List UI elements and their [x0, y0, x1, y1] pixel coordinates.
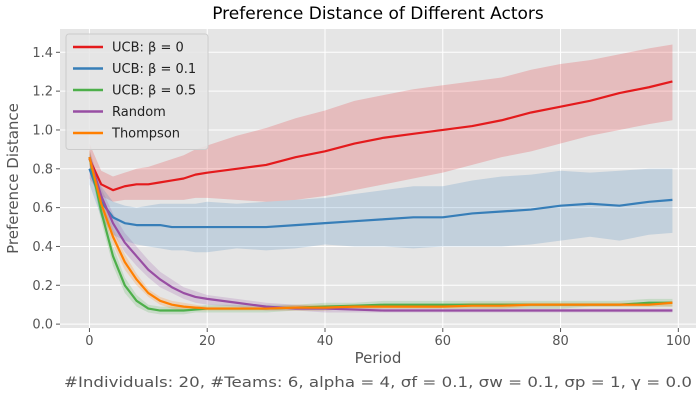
y-tick-label: 0.4 — [32, 240, 53, 255]
y-tick-label: 1.0 — [32, 123, 53, 138]
y-tick-label: 0.0 — [32, 318, 53, 333]
y-axis-label: Preference Distance — [4, 103, 22, 254]
series-line-thompson — [88, 156, 673, 310]
y-tick-label: 0.8 — [32, 162, 53, 177]
x-axis-label: Period — [355, 349, 402, 367]
x-tick-label: 40 — [317, 334, 334, 349]
band-thompson — [89, 149, 673, 311]
legend-label: UCB: β = 0.5 — [112, 84, 196, 99]
band-ucb-0 — [89, 44, 673, 202]
chart-caption: #Individuals: 20, #Teams: 6, alpha = 4, … — [64, 375, 692, 391]
x-tick-label: 60 — [435, 334, 452, 349]
legend-box — [65, 33, 209, 150]
y-tick-label: 0.6 — [32, 201, 53, 216]
legend-label: Thompson — [111, 127, 180, 142]
series-lines — [88, 80, 673, 312]
y-tick-label: 1.2 — [32, 85, 53, 100]
axis-ticks: 0 20 40 60 80 100 0.0 0.2 0.4 0.6 0.8 1.0 1.2 1.4 — [32, 46, 690, 349]
chart-title: Preference Distance of Different Actors — [212, 4, 544, 24]
x-tick-label: 0 — [85, 334, 93, 349]
legend-label: UCB: β = 0 — [112, 41, 184, 56]
series-line-ucb-0 — [88, 80, 673, 192]
y-tick-label: 1.4 — [32, 46, 53, 61]
legend-label: Random — [112, 105, 166, 120]
x-tick-label: 20 — [199, 334, 216, 349]
series-line-ucb-01 — [88, 168, 673, 229]
grid — [60, 29, 696, 328]
y-tick-label: 0.2 — [32, 279, 53, 294]
legend: UCB: β = 0 UCB: β = 0.1 UCB: β = 0.5 Random… — [65, 33, 209, 150]
x-tick-label: 100 — [666, 334, 691, 349]
legend-label: UCB: β = 0.1 — [112, 62, 196, 77]
x-tick-label: 80 — [552, 334, 569, 349]
